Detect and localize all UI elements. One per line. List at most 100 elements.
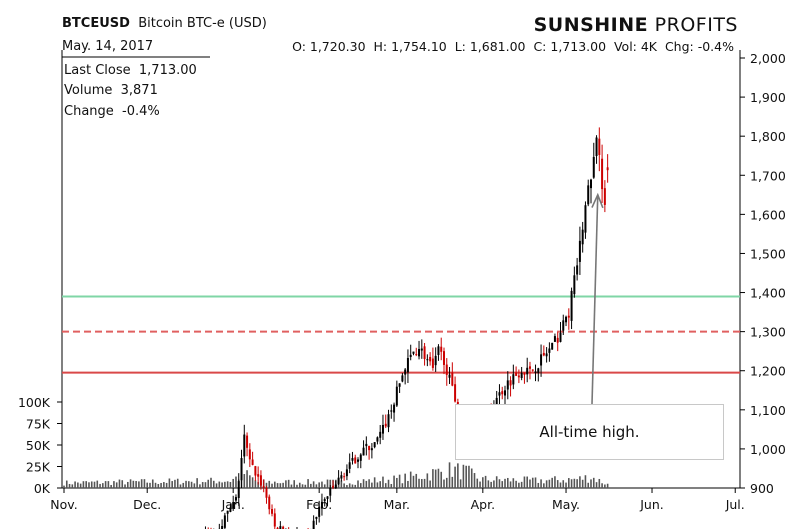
- time-tick-label: Jul.: [725, 497, 745, 512]
- stat-volume: Volume 3,871: [64, 83, 158, 98]
- candle-body: [381, 424, 384, 434]
- candle-body: [221, 526, 224, 529]
- volume-tick-label: 0K: [34, 481, 51, 496]
- candle-body: [370, 448, 373, 451]
- candle-body: [329, 487, 332, 496]
- candle-body: [542, 352, 545, 356]
- candle-body: [440, 346, 443, 352]
- brand-rest: PROFITS: [648, 14, 738, 36]
- candle-body: [548, 348, 551, 353]
- candle-body: [565, 316, 568, 323]
- candle-body: [337, 477, 340, 485]
- price-tick-label: 1,700: [750, 168, 786, 183]
- candle-body: [418, 348, 421, 357]
- stat-change: Change -0.4%: [64, 104, 160, 119]
- stat-value: 1,713.00: [138, 63, 197, 78]
- candle-body: [415, 354, 418, 356]
- candle-body: [501, 391, 504, 395]
- candle-body: [429, 356, 432, 362]
- candle-body: [351, 458, 354, 461]
- price-tick-label: 1,600: [750, 207, 786, 222]
- candle-body: [340, 475, 343, 479]
- candle-body: [545, 353, 548, 357]
- candle-body: [517, 375, 520, 378]
- candle-body: [515, 372, 518, 376]
- annotation-arrowhead: [591, 192, 604, 209]
- candle-body: [570, 290, 573, 321]
- candle-body: [556, 337, 559, 343]
- candle-body: [540, 354, 543, 366]
- candle-body: [520, 372, 523, 379]
- candle-body: [348, 462, 351, 469]
- candle-body: [282, 526, 285, 529]
- candle-body: [251, 459, 254, 465]
- price-tick-label: 1,500: [750, 246, 786, 261]
- price-tick-label: 2,000: [750, 51, 786, 66]
- candle-body: [404, 369, 407, 375]
- candle-body: [368, 446, 371, 451]
- candle-body: [504, 390, 507, 396]
- candle-body: [395, 386, 398, 406]
- candle-body: [551, 342, 554, 350]
- candle-body: [442, 351, 445, 365]
- candle-body: [509, 380, 512, 386]
- candle-body: [584, 205, 587, 233]
- candle-body: [534, 371, 537, 374]
- candle-body: [537, 368, 540, 374]
- candle-body: [581, 229, 584, 245]
- candle-body: [226, 510, 229, 514]
- price-tick-label: 1,000: [750, 442, 786, 457]
- price-tick-label: 1,900: [750, 90, 786, 105]
- volume-tick-label: 25K: [26, 460, 51, 475]
- candle-body: [246, 435, 249, 448]
- candle-body: [223, 515, 226, 528]
- candle-body: [354, 457, 357, 464]
- candle-body: [445, 364, 448, 375]
- candle-body: [276, 527, 279, 529]
- brand-bold: SUNSHINE: [533, 14, 649, 36]
- volume-tick-label: 75K: [26, 417, 51, 432]
- symbol: BTCEUSD: [62, 16, 130, 31]
- candle-body: [495, 397, 498, 408]
- candle-body: [232, 502, 235, 509]
- price-tick-label: 1,200: [750, 364, 786, 379]
- candle-body: [589, 179, 592, 189]
- price-tick-label: 1,400: [750, 286, 786, 301]
- stat-label: Last Close: [64, 63, 131, 78]
- candle-body: [448, 374, 451, 378]
- candle-body: [567, 315, 570, 318]
- price-tick-label: 1,100: [750, 403, 786, 418]
- candle-body: [573, 275, 576, 295]
- candle-body: [384, 423, 387, 427]
- candle-body: [357, 459, 360, 462]
- candle-body: [401, 375, 404, 382]
- stat-value: 3,871: [120, 83, 158, 98]
- candle-body: [373, 442, 376, 448]
- time-tick-label: Nov.: [50, 497, 77, 512]
- candle-body: [240, 458, 243, 481]
- candle-body: [268, 496, 271, 510]
- price-tick-label: 900: [750, 481, 774, 496]
- candle-body: [409, 354, 412, 357]
- price-tick-label: 1,300: [750, 325, 786, 340]
- candle-body: [559, 332, 562, 342]
- candle-body: [387, 414, 390, 428]
- candle-body: [426, 359, 429, 361]
- candle-body: [315, 516, 318, 519]
- price-tick-label: 1,800: [750, 129, 786, 144]
- annotation-box: All-time high.: [455, 404, 724, 460]
- candle-body: [259, 475, 262, 486]
- candle-body: [345, 469, 348, 477]
- candle-body: [406, 357, 409, 373]
- candle-body: [606, 167, 609, 171]
- time-tick-label: Dec.: [133, 497, 161, 512]
- candle-body: [320, 501, 323, 509]
- candle-body: [318, 506, 321, 517]
- candle-body: [512, 374, 515, 385]
- time-tick-label: Jun.: [639, 497, 664, 512]
- stat-label: Volume: [64, 83, 113, 98]
- candle-body: [576, 265, 579, 275]
- candle-body: [553, 336, 556, 342]
- candle-body: [257, 474, 260, 477]
